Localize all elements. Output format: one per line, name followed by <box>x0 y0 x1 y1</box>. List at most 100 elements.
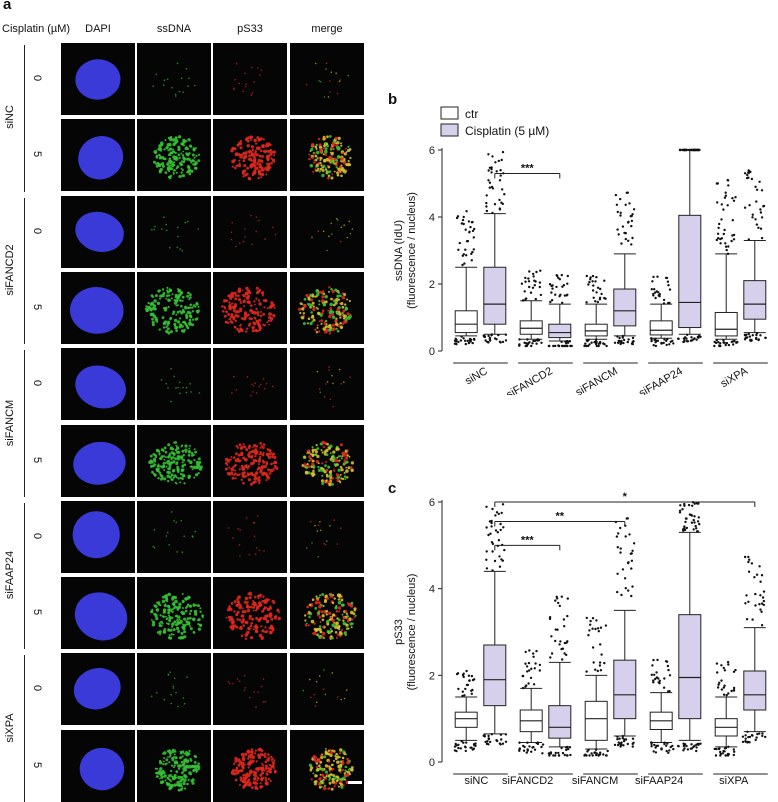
outlier-point <box>626 191 629 194</box>
outlier-point <box>727 692 730 695</box>
box <box>584 700 608 741</box>
box <box>584 323 608 337</box>
outlier-point <box>587 344 590 348</box>
outlier-point <box>724 343 727 347</box>
concentration-label: 5 <box>31 303 44 310</box>
outlier-point <box>624 203 627 206</box>
outlier-point <box>589 623 592 626</box>
outlier-point <box>760 624 764 627</box>
outlier-point <box>473 338 476 341</box>
outlier-point <box>747 555 750 559</box>
outlier-point <box>732 238 736 241</box>
outlier-point <box>683 747 686 750</box>
outlier-point <box>743 338 747 341</box>
outlier-point <box>725 341 729 345</box>
micrograph-ps33 <box>213 577 287 650</box>
outlier-point <box>669 745 672 749</box>
outlier-point <box>652 344 655 347</box>
outlier-point <box>620 593 623 597</box>
outlier-point <box>560 746 563 750</box>
outlier-point <box>630 224 633 228</box>
outlier-point <box>604 297 607 300</box>
y-axis-label-units: (fluorescence / nucleus) <box>406 574 418 691</box>
box <box>454 711 478 728</box>
outlier-point <box>597 630 600 633</box>
outlier-point <box>485 205 488 208</box>
outlier-point <box>556 628 559 631</box>
outlier-point <box>688 513 692 516</box>
micrograph-dapi <box>61 43 135 115</box>
outlier-point <box>592 661 595 664</box>
outlier-point <box>720 679 723 682</box>
outlier-point <box>523 745 526 749</box>
outlier-point <box>491 569 494 572</box>
outlier-point <box>620 743 623 746</box>
micrograph-ps33 <box>213 653 287 726</box>
outlier-point <box>627 338 630 341</box>
outlier-point <box>566 614 569 618</box>
outlier-point <box>560 595 563 598</box>
outlier-point <box>718 344 721 348</box>
outlier-point <box>629 215 632 218</box>
outlier-point <box>497 159 500 163</box>
outlier-point <box>500 511 503 515</box>
outlier-point <box>620 242 623 245</box>
outlier-point <box>683 525 686 528</box>
outlier-point <box>566 745 569 749</box>
outlier-point <box>616 335 619 338</box>
outlier-point <box>503 548 506 552</box>
outlier-point <box>463 745 467 748</box>
outlier-point <box>565 641 568 644</box>
outlier-point <box>730 239 733 243</box>
outlier-point <box>699 742 702 745</box>
outlier-point <box>650 673 653 676</box>
outlier-point <box>723 196 727 199</box>
outlier-point <box>463 694 466 697</box>
outlier-point <box>468 337 472 341</box>
outlier-point <box>686 748 690 751</box>
outlier-point <box>524 298 527 301</box>
outlier-point <box>621 737 624 740</box>
outlier-point <box>754 218 757 221</box>
outlier-point <box>557 601 560 605</box>
outlier-point <box>684 336 687 339</box>
outlier-point <box>719 237 722 241</box>
outlier-point <box>627 589 630 592</box>
outlier-point <box>569 753 572 757</box>
outlier-point <box>718 681 721 684</box>
outlier-point <box>568 340 572 343</box>
outlier-point <box>629 552 632 555</box>
outlier-point <box>720 688 724 691</box>
box <box>613 288 637 327</box>
micrograph-ps33 <box>213 195 287 268</box>
outlier-point <box>599 340 602 344</box>
outlier-point <box>686 333 689 336</box>
outlier-point <box>595 344 598 348</box>
outlier-point <box>662 298 666 302</box>
outlier-point <box>455 744 458 747</box>
outlier-point <box>761 734 764 738</box>
outlier-point <box>499 169 502 172</box>
outlier-point <box>760 602 764 605</box>
outlier-point <box>716 671 719 674</box>
y-tick-label: 0 <box>429 346 435 358</box>
outlier-point <box>599 751 602 754</box>
outlier-point <box>549 300 552 304</box>
outlier-point <box>552 344 555 348</box>
box <box>483 644 507 707</box>
outlier-point <box>652 679 655 682</box>
outlier-point <box>488 336 492 340</box>
category-label-sifancd2: siFANCD2 <box>504 365 554 395</box>
outlier-point <box>596 627 600 630</box>
outlier-point <box>745 618 749 621</box>
outlier-point <box>461 694 464 698</box>
outlier-point <box>665 744 668 747</box>
outlier-point <box>555 595 558 598</box>
outlier-point <box>732 670 736 673</box>
outlier-point <box>753 576 756 579</box>
outlier-point <box>665 276 669 280</box>
outlier-point <box>652 681 655 684</box>
outlier-point <box>541 743 545 746</box>
outlier-point <box>585 754 588 757</box>
outlier-point <box>570 344 573 348</box>
